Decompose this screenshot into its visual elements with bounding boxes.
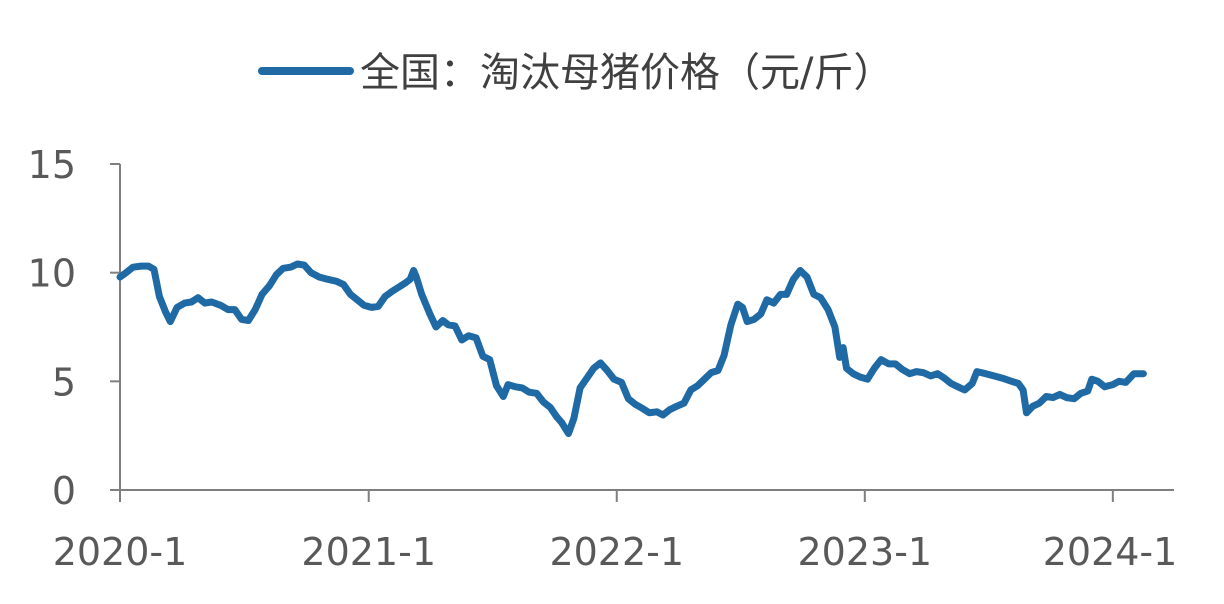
x-tick-label: 2021-1 <box>301 530 436 574</box>
legend: 全国：淘汰母猪价格（元/斤） <box>258 50 893 96</box>
plot-area <box>116 260 1147 437</box>
x-ticks: 2020-1 2021-1 2022-1 2023-1 2024-1 <box>53 490 1178 574</box>
x-tick-label: 2024-1 <box>1043 530 1178 574</box>
y-tick-label: 15 <box>28 143 76 187</box>
series-line <box>116 260 1147 437</box>
y-tick-label: 0 <box>52 469 76 513</box>
x-tick-label: 2020-1 <box>53 530 188 574</box>
axes: 0 5 10 15 2020-1 2021-1 2022-1 2023-1 2024-1 <box>28 143 1178 574</box>
y-tick-label: 10 <box>28 252 76 296</box>
y-tick-label: 5 <box>52 360 76 404</box>
x-tick-label: 2023-1 <box>797 530 932 574</box>
y-ticks: 0 5 10 15 <box>28 143 120 513</box>
x-tick-label: 2022-1 <box>549 530 684 574</box>
legend-label: 全国：淘汰母猪价格（元/斤） <box>360 50 893 96</box>
